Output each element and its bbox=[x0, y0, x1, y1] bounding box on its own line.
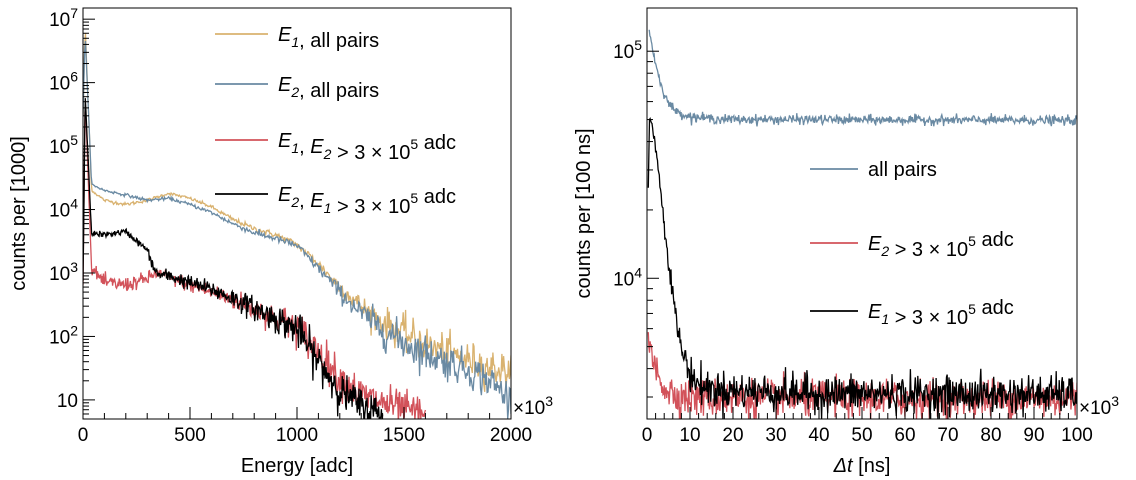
series-line bbox=[83, 40, 511, 419]
y-tick-label: 103 bbox=[49, 259, 78, 285]
y-tick-label: 107 bbox=[49, 5, 78, 31]
x-axis-multiplier: ×103 bbox=[1079, 393, 1119, 419]
x-axis-multiplier: ×103 bbox=[513, 393, 553, 419]
x-tick-label: 500 bbox=[174, 425, 206, 446]
legend-label: all pairs bbox=[868, 159, 937, 181]
x-tick-label: 20 bbox=[722, 425, 743, 446]
x-tick-label: 0 bbox=[78, 425, 89, 446]
energy-spectrum-panel: 0 500 1000 1500 2000 10 102 103 104 105 106 107 ×103… bbox=[8, 5, 553, 477]
y-tick-label: 104 bbox=[49, 196, 78, 222]
x-tick-label: 1500 bbox=[383, 425, 425, 446]
series-line bbox=[647, 116, 1077, 419]
x-tick-label: 100 bbox=[1061, 425, 1093, 446]
legend-label: E1, all pairs bbox=[278, 24, 379, 52]
y-tick-label: 105 bbox=[49, 132, 78, 158]
x-tick-label: 10 bbox=[679, 425, 700, 446]
series-line bbox=[648, 29, 1077, 127]
legend-label: E1 > 3 × 105 adc bbox=[868, 297, 1014, 329]
y-tick-label: 105 bbox=[613, 37, 642, 63]
y-axis-label: counts per [1000] bbox=[8, 136, 30, 291]
series-group bbox=[647, 29, 1077, 419]
x-tick-label: 90 bbox=[1023, 425, 1044, 446]
x-tick-label: 70 bbox=[937, 425, 958, 446]
series-line bbox=[83, 98, 384, 419]
y-tick-label: 106 bbox=[49, 69, 78, 95]
time-difference-panel: 0 10 20 30 40 50 60 70 80 90 100 104 105 ×103 Δt [ns] c… bbox=[573, 7, 1119, 477]
legend-label: E1, E2 > 3 × 105 adc bbox=[278, 130, 456, 164]
legend-label: E2 > 3 × 105 adc bbox=[868, 229, 1014, 261]
x-tick-label: 0 bbox=[642, 425, 653, 446]
x-tick-label: 80 bbox=[980, 425, 1001, 446]
y-axis-label: counts per [100 ns] bbox=[573, 128, 595, 298]
x-tick-label: 60 bbox=[894, 425, 915, 446]
x-tick-label: 2000 bbox=[490, 425, 532, 446]
series-line bbox=[83, 33, 511, 392]
series-group bbox=[83, 33, 511, 419]
x-tick-label: 40 bbox=[808, 425, 829, 446]
x-tick-label: 1000 bbox=[276, 425, 318, 446]
y-tick-label: 102 bbox=[49, 322, 78, 348]
plot-frame bbox=[646, 7, 1078, 420]
x-axis-label: Energy [adc] bbox=[241, 455, 353, 477]
y-tick-label: 10 bbox=[57, 391, 78, 412]
legend-label: E2, E1 > 3 × 105 adc bbox=[278, 184, 456, 218]
x-axis-label: Δt [ns] bbox=[833, 455, 891, 477]
x-tick-label: 50 bbox=[851, 425, 872, 446]
y-tick-label: 104 bbox=[613, 264, 642, 290]
legend-label: E2, all pairs bbox=[278, 74, 379, 102]
x-tick-label: 30 bbox=[765, 425, 786, 446]
